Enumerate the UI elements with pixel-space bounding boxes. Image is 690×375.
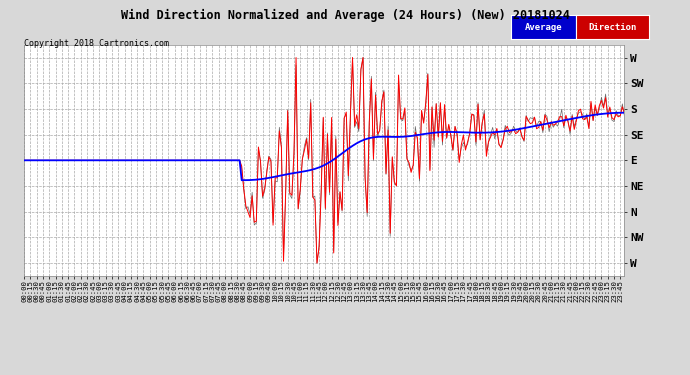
Text: Average: Average — [524, 22, 562, 32]
Text: Direction: Direction — [588, 22, 637, 32]
Text: Wind Direction Normalized and Average (24 Hours) (New) 20181024: Wind Direction Normalized and Average (2… — [121, 9, 569, 22]
Text: Copyright 2018 Cartronics.com: Copyright 2018 Cartronics.com — [24, 39, 169, 48]
